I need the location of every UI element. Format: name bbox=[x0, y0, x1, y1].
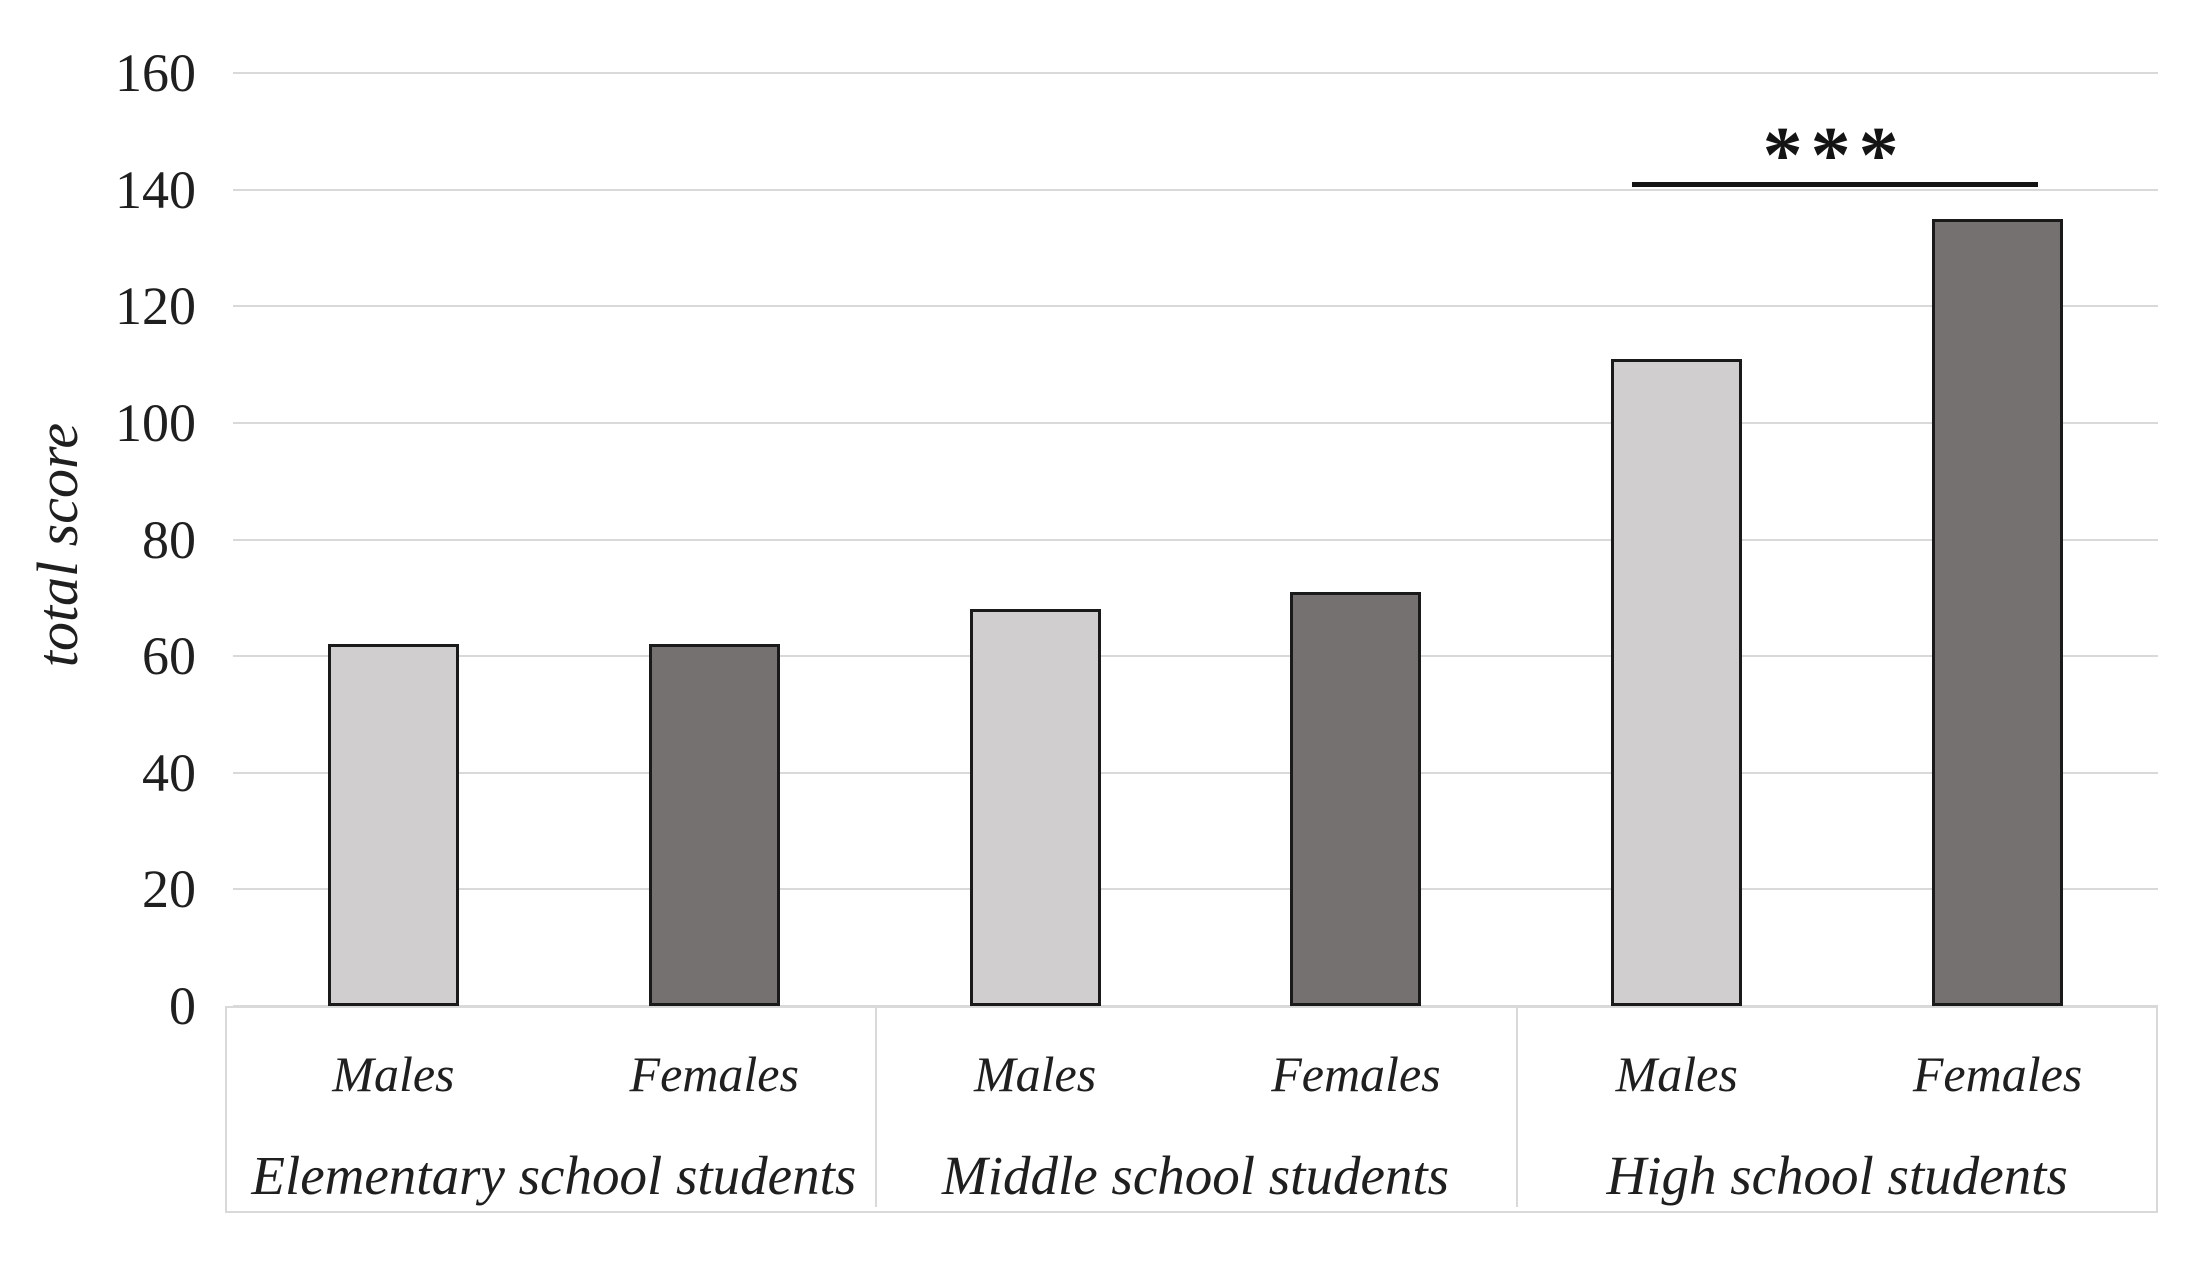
gridline-100 bbox=[233, 421, 2158, 424]
gridline-20 bbox=[233, 888, 2158, 891]
y-tick-label-40: 40 bbox=[142, 742, 196, 803]
y-tick-label-20: 20 bbox=[142, 859, 196, 920]
category-group-label: Elementary school students bbox=[251, 1145, 857, 1206]
category-group-label: Middle school students bbox=[941, 1145, 1450, 1206]
bar-males-group2 bbox=[969, 609, 1101, 1006]
y-tick-label-100: 100 bbox=[115, 392, 196, 453]
category-separator bbox=[1516, 1008, 1519, 1207]
bar-label: Males bbox=[332, 1046, 455, 1102]
bar-females-group1 bbox=[648, 644, 780, 1006]
gridline-40 bbox=[233, 771, 2158, 774]
category-group-label: High school students bbox=[1606, 1145, 2068, 1206]
y-tick-label-60: 60 bbox=[142, 626, 196, 687]
significance-stars: *** bbox=[1762, 111, 1907, 200]
y-tick-label-140: 140 bbox=[115, 159, 196, 220]
bar-males-group3 bbox=[1611, 358, 1743, 1006]
bar-label: Females bbox=[1912, 1046, 2083, 1102]
gridline-60 bbox=[233, 655, 2158, 658]
y-tick-label-80: 80 bbox=[142, 509, 196, 570]
bar-females-group3 bbox=[1932, 218, 2064, 1006]
category-separator bbox=[874, 1008, 877, 1207]
bar-label: Males bbox=[973, 1046, 1097, 1102]
gridline-120 bbox=[233, 305, 2158, 308]
bar-label: Females bbox=[1271, 1046, 1441, 1102]
y-tick-label-160: 160 bbox=[115, 43, 196, 103]
y-tick-label-0: 0 bbox=[169, 976, 196, 1036]
y-tick-label-120: 120 bbox=[115, 276, 196, 337]
gridline-140 bbox=[233, 188, 2158, 191]
gridline-80 bbox=[233, 538, 2158, 541]
bar-females-group2 bbox=[1290, 591, 1422, 1006]
bar-label: Males bbox=[1615, 1046, 1738, 1102]
gridline-160 bbox=[233, 72, 2158, 74]
bar-males-group1 bbox=[327, 644, 459, 1006]
category-label-box bbox=[225, 1006, 2158, 1213]
bar-label: Females bbox=[629, 1046, 799, 1102]
significance-line bbox=[1631, 181, 2038, 187]
